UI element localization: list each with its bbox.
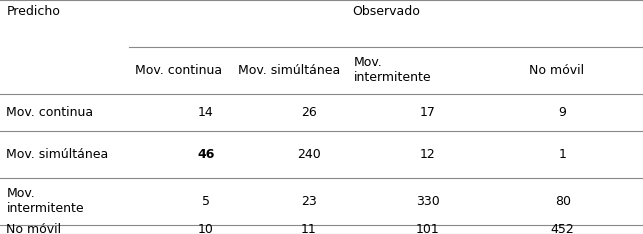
Text: Mov.
intermitente: Mov. intermitente xyxy=(354,56,431,84)
Text: 12: 12 xyxy=(420,148,435,161)
Text: 9: 9 xyxy=(559,106,566,119)
Text: Predicho: Predicho xyxy=(6,5,60,18)
Text: Mov.
intermitente: Mov. intermitente xyxy=(6,187,84,215)
Text: 11: 11 xyxy=(301,223,316,234)
Text: Mov. simúltánea: Mov. simúltánea xyxy=(6,148,109,161)
Text: 1: 1 xyxy=(559,148,566,161)
Text: 10: 10 xyxy=(198,223,213,234)
Text: 80: 80 xyxy=(555,195,570,208)
Text: Observado: Observado xyxy=(352,5,420,18)
Text: No móvil: No móvil xyxy=(6,223,62,234)
Text: Mov. continua: Mov. continua xyxy=(6,106,93,119)
Text: 46: 46 xyxy=(197,148,215,161)
Text: No móvil: No móvil xyxy=(529,64,584,77)
Text: 14: 14 xyxy=(198,106,213,119)
Text: 17: 17 xyxy=(420,106,435,119)
Text: 452: 452 xyxy=(551,223,574,234)
Text: 26: 26 xyxy=(301,106,316,119)
Text: 330: 330 xyxy=(416,195,439,208)
Text: 5: 5 xyxy=(202,195,210,208)
Text: 240: 240 xyxy=(297,148,320,161)
Text: Mov. simúltánea: Mov. simúltánea xyxy=(238,64,340,77)
Text: Mov. continua: Mov. continua xyxy=(135,64,222,77)
Text: 23: 23 xyxy=(301,195,316,208)
Text: 101: 101 xyxy=(416,223,439,234)
